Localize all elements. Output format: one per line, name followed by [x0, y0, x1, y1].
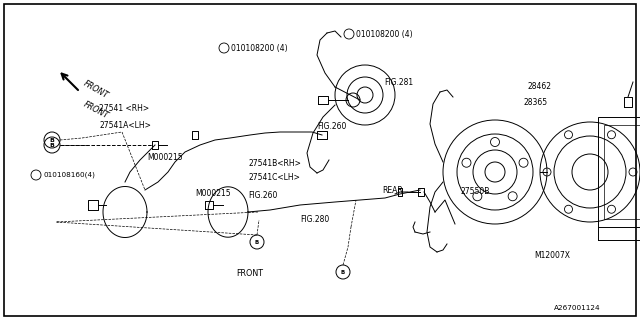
Text: M000215: M000215 — [147, 153, 182, 162]
Text: B: B — [341, 269, 345, 275]
Bar — [604, 125, 640, 219]
Text: FIG.260: FIG.260 — [317, 122, 346, 131]
Bar — [598, 117, 640, 227]
Text: FIG.280: FIG.280 — [300, 214, 329, 223]
Text: 27541A<LH>: 27541A<LH> — [99, 121, 151, 130]
Text: FIG.281: FIG.281 — [384, 77, 413, 86]
Text: 010108160(4): 010108160(4) — [43, 172, 95, 178]
Text: 27541B<RH>: 27541B<RH> — [248, 158, 301, 167]
Text: M000215: M000215 — [195, 188, 230, 197]
Text: REAR: REAR — [382, 186, 403, 195]
Text: FRONT: FRONT — [82, 100, 110, 121]
Text: 010108200 (4): 010108200 (4) — [231, 44, 287, 52]
Text: FRONT: FRONT — [82, 79, 110, 100]
Text: 010108200 (4): 010108200 (4) — [356, 29, 413, 38]
Text: B: B — [49, 142, 54, 148]
Text: 27550B: 27550B — [460, 188, 490, 196]
Text: FIG.260: FIG.260 — [248, 191, 277, 201]
Text: B: B — [49, 138, 54, 142]
Text: 27541 <RH>: 27541 <RH> — [99, 103, 149, 113]
Text: FRONT: FRONT — [236, 268, 263, 277]
Text: A267001124: A267001124 — [554, 305, 600, 311]
Text: 28462: 28462 — [527, 82, 551, 91]
Text: 27541C<LH>: 27541C<LH> — [248, 172, 300, 181]
Text: B: B — [255, 239, 259, 244]
Text: 28365: 28365 — [523, 98, 547, 107]
Text: M12007X: M12007X — [534, 251, 570, 260]
